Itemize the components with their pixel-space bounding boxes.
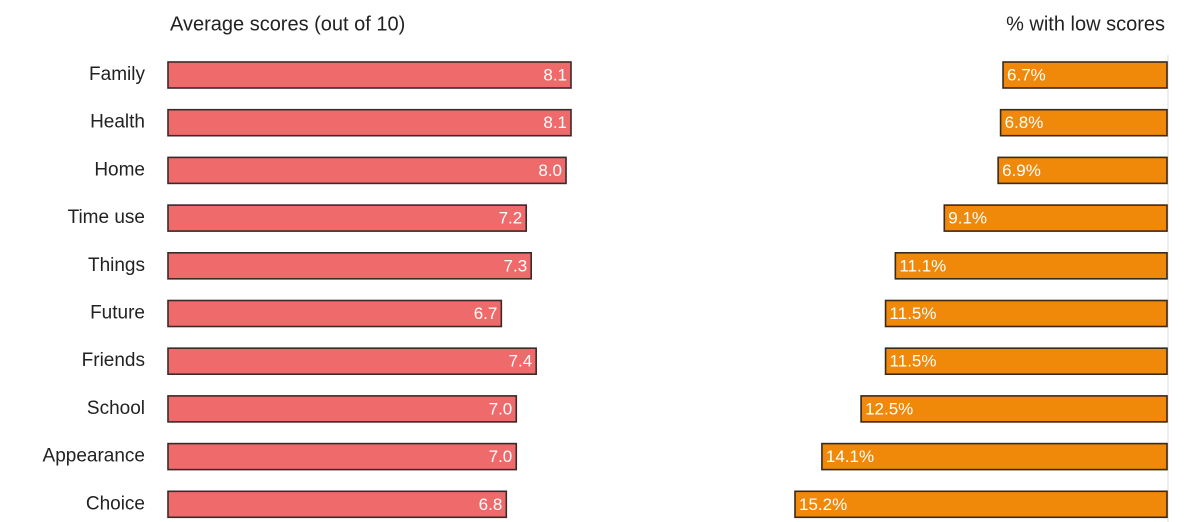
bar (167, 490, 508, 519)
value-label: 6.7 (474, 304, 498, 323)
bar (821, 442, 1168, 471)
value-label: 11.5% (890, 352, 937, 371)
category-label: Family (89, 64, 145, 85)
left-title: Average scores (out of 10) (170, 13, 405, 35)
bar (943, 204, 1168, 232)
value-label: 7.0 (489, 399, 513, 418)
category-label: Appearance (43, 446, 145, 467)
bar (884, 299, 1168, 328)
bar (167, 442, 518, 471)
category-label: Choice (86, 493, 145, 514)
value-label: 14.1% (826, 447, 874, 466)
category-label: Future (90, 303, 145, 324)
bar (167, 299, 503, 328)
bar (860, 395, 1168, 423)
value-label: 7.3 (504, 256, 528, 275)
bar (1002, 61, 1168, 89)
right-title: % with low scores (1006, 13, 1165, 35)
value-label: 15.2% (799, 495, 847, 514)
value-label: 7.0 (489, 447, 513, 466)
category-label: Home (94, 159, 145, 180)
value-label: 7.4 (509, 352, 533, 371)
category-label: Time use (68, 207, 145, 228)
value-label: 8.1 (543, 113, 567, 132)
bar (167, 252, 532, 280)
bar (167, 61, 572, 89)
value-label: 6.9% (1002, 161, 1041, 180)
value-label: 8.0 (538, 161, 562, 180)
value-label: 6.7% (1007, 65, 1046, 84)
bar (997, 156, 1168, 185)
bar (884, 347, 1168, 376)
category-label: School (87, 398, 145, 419)
bar (167, 395, 518, 423)
category-label: Friends (82, 350, 145, 371)
value-label: 8.1 (543, 65, 567, 84)
value-label: 7.2 (499, 209, 523, 228)
bar (794, 490, 1168, 519)
bar (167, 156, 567, 185)
value-label: 6.8% (1005, 113, 1044, 132)
value-label: 12.5% (865, 399, 913, 418)
category-label: Health (90, 112, 145, 133)
value-label: 11.1% (899, 256, 946, 275)
bar (894, 252, 1168, 280)
value-label: 11.5% (890, 304, 937, 323)
bar (167, 108, 572, 137)
value-label: 6.8 (479, 495, 503, 514)
category-label: Things (88, 255, 145, 276)
value-label: 9.1% (948, 209, 987, 228)
bar (167, 347, 537, 376)
bar (999, 108, 1168, 137)
bar (167, 204, 528, 232)
